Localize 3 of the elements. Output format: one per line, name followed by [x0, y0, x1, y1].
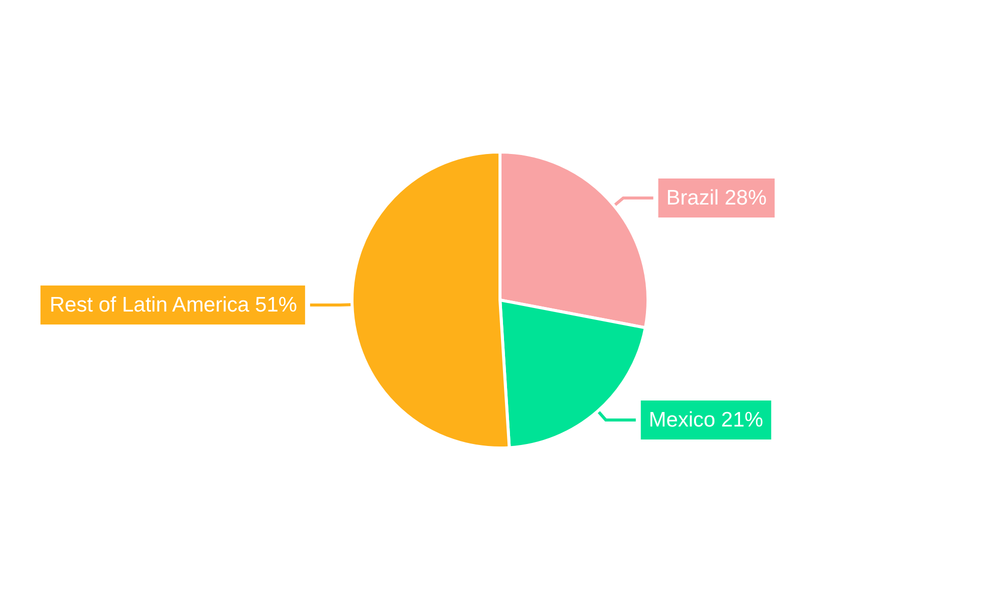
slice-label: Rest of Latin America 51% [50, 294, 298, 317]
slice-label: Mexico 21% [648, 408, 764, 432]
slice-label: Brazil 28% [666, 186, 767, 210]
